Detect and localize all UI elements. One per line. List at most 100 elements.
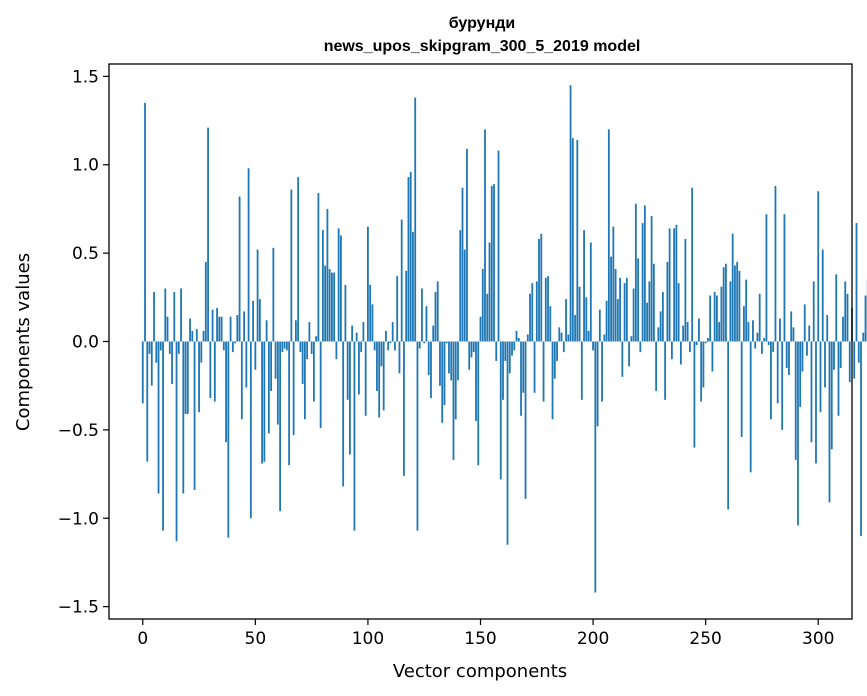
bar-62 xyxy=(281,341,284,353)
bar-33 xyxy=(216,307,218,342)
bar-52 xyxy=(258,299,261,342)
bar-115 xyxy=(400,219,403,342)
bar-172 xyxy=(529,293,531,342)
bar-186 xyxy=(560,332,563,342)
bar-86 xyxy=(335,341,338,360)
bar-228 xyxy=(655,341,658,391)
bar-125 xyxy=(423,341,426,344)
bar-318 xyxy=(857,341,860,363)
bar-19 xyxy=(184,341,187,414)
bar-39 xyxy=(229,316,232,342)
bar-312 xyxy=(844,281,847,342)
bar-292 xyxy=(799,341,802,407)
bar-295 xyxy=(806,341,808,356)
bar-29 xyxy=(207,127,209,342)
bar-317 xyxy=(855,223,858,342)
bar-274 xyxy=(758,293,761,342)
bar-38 xyxy=(227,341,230,538)
bar-165 xyxy=(513,341,516,351)
bar-50 xyxy=(254,341,257,370)
bar-243 xyxy=(688,341,691,353)
bar-58 xyxy=(272,247,275,342)
y-tick-label: 0.0 xyxy=(72,333,99,353)
bar-205 xyxy=(603,334,606,342)
bar-119 xyxy=(409,171,412,342)
bar-25 xyxy=(198,341,200,413)
bar-296 xyxy=(808,325,811,342)
bar-77 xyxy=(315,336,318,342)
bar-101 xyxy=(369,284,372,342)
bar-240 xyxy=(682,325,685,342)
bar-22 xyxy=(191,330,194,342)
bar-113 xyxy=(396,276,399,342)
bar-140 xyxy=(457,341,459,381)
bar-88 xyxy=(340,235,342,342)
bar-130 xyxy=(434,292,437,342)
bar-214 xyxy=(623,283,626,342)
bar-213 xyxy=(621,341,624,377)
bar-36 xyxy=(222,341,225,351)
chart-title-line1: бурунди xyxy=(449,15,515,32)
bar-120 xyxy=(412,231,414,342)
bar-53 xyxy=(261,341,263,464)
bar-300 xyxy=(817,191,820,342)
bar-6 xyxy=(155,341,158,363)
bar-87 xyxy=(337,228,340,342)
bar-222 xyxy=(641,223,644,342)
bar-217 xyxy=(630,336,633,342)
bar-289 xyxy=(792,327,795,342)
bar-54 xyxy=(263,341,266,462)
bar-212 xyxy=(619,277,621,342)
bar-314 xyxy=(848,341,851,383)
bar-168 xyxy=(520,341,522,416)
bar-321 xyxy=(864,295,867,342)
bar-187 xyxy=(562,341,565,353)
bar-308 xyxy=(835,274,838,342)
bar-158 xyxy=(497,150,500,342)
bar-196 xyxy=(583,230,585,342)
bar-252 xyxy=(709,295,712,342)
bar-42 xyxy=(236,314,239,342)
bar-126 xyxy=(425,306,428,342)
bar-114 xyxy=(398,341,401,374)
bar-23 xyxy=(193,341,196,490)
bar-40 xyxy=(231,341,234,353)
bar-103 xyxy=(373,341,376,351)
bar-41 xyxy=(234,341,236,344)
bar-108 xyxy=(385,330,387,342)
bar-193 xyxy=(576,140,579,342)
bar-149 xyxy=(477,341,480,466)
bar-129 xyxy=(432,325,435,342)
bar-194 xyxy=(578,286,581,342)
bar-166 xyxy=(515,330,518,342)
bar-200 xyxy=(592,341,594,351)
bar-150 xyxy=(479,316,482,342)
bar-147 xyxy=(472,341,475,353)
bar-203 xyxy=(598,309,601,342)
bar-56 xyxy=(267,341,270,434)
bar-161 xyxy=(504,341,507,361)
bar-159 xyxy=(499,341,502,480)
bar-216 xyxy=(628,341,630,367)
bar-251 xyxy=(707,337,709,342)
x-axis-label: Vector components xyxy=(393,661,567,682)
bar-195 xyxy=(580,341,583,400)
bar-14 xyxy=(173,292,176,342)
bar-250 xyxy=(704,341,707,344)
bar-153 xyxy=(486,293,489,342)
bar-66 xyxy=(290,189,293,342)
bar-11 xyxy=(166,316,169,342)
bar-17 xyxy=(180,288,182,342)
bar-51 xyxy=(256,249,259,342)
bar-28 xyxy=(204,261,207,342)
bar-291 xyxy=(797,341,799,526)
bar-284 xyxy=(781,341,784,430)
bar-164 xyxy=(511,341,513,356)
y-tick-label: 1.0 xyxy=(72,156,99,176)
bar-188 xyxy=(565,299,567,342)
bar-223 xyxy=(643,205,646,342)
bar-176 xyxy=(538,238,540,342)
bar-190 xyxy=(569,85,572,342)
bar-198 xyxy=(587,330,590,342)
